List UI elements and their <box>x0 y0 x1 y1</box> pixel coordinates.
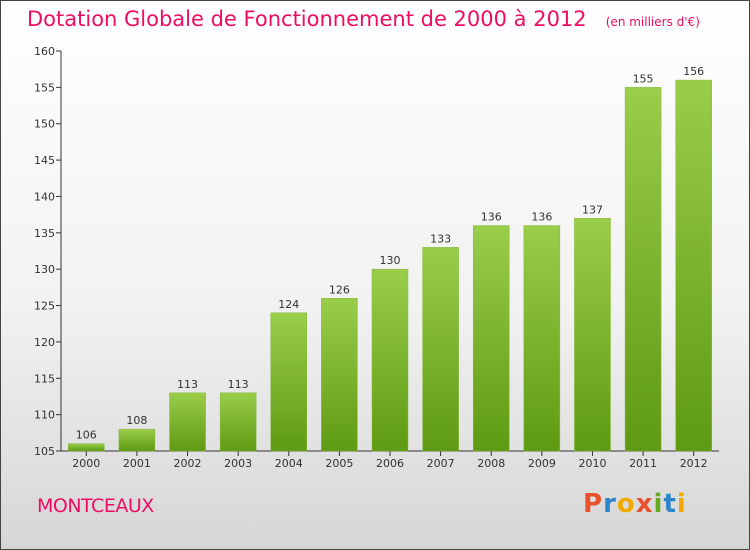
y-tick-label: 125 <box>34 300 55 313</box>
bar <box>270 312 308 452</box>
y-tick-label: 135 <box>34 227 55 240</box>
commune-name: MONTCEAUX <box>37 495 154 517</box>
x-tick-label: 2005 <box>325 457 353 470</box>
x-tick-label: 2011 <box>629 457 657 470</box>
logo-letter: x <box>635 489 654 519</box>
bar <box>422 247 459 452</box>
title-row: Dotation Globale de Fonctionnement de 20… <box>27 7 700 31</box>
bar <box>219 392 257 452</box>
y-tick-label: 110 <box>34 409 55 422</box>
data-label: 106 <box>76 429 97 442</box>
x-tick-label: 2003 <box>224 457 252 470</box>
data-label: 155 <box>633 72 654 85</box>
chart-labels: 106 2000 108 2001 113 2002 113 2003 124 2004 126 20… <box>72 65 707 470</box>
chart-title: Dotation Globale de Fonctionnement de 20… <box>27 7 587 31</box>
bar <box>68 443 105 452</box>
bar <box>523 225 561 452</box>
logo-letter: o <box>616 489 636 519</box>
data-label: 136 <box>481 211 502 224</box>
data-label: 126 <box>329 283 350 296</box>
x-tick-label: 2008 <box>477 457 505 470</box>
chart-axes: 105 110 115 120 125 130 135 140 145 150 155 160 <box>34 45 719 458</box>
x-tick-label: 2001 <box>123 457 151 470</box>
x-tick-label: 2010 <box>578 457 606 470</box>
y-tick-label: 150 <box>34 118 55 131</box>
y-tick-label: 160 <box>34 45 55 58</box>
data-label: 124 <box>278 298 299 311</box>
x-tick-label: 2000 <box>72 457 100 470</box>
logo-letter: r <box>603 489 617 519</box>
y-tick-label: 140 <box>34 190 55 203</box>
bar <box>321 298 358 452</box>
data-label: 133 <box>430 232 451 245</box>
bar <box>574 218 611 452</box>
x-tick-label: 2012 <box>680 457 708 470</box>
bar <box>472 225 510 452</box>
bar <box>675 79 712 452</box>
logo-letter: i <box>653 489 664 519</box>
data-label: 113 <box>228 378 249 391</box>
x-tick-label: 2004 <box>275 457 303 470</box>
x-tick-label: 2009 <box>528 457 556 470</box>
data-label: 137 <box>582 203 603 216</box>
bar <box>624 87 662 452</box>
data-label: 136 <box>531 211 552 224</box>
data-label: 130 <box>380 254 401 267</box>
data-label: 108 <box>126 414 147 427</box>
x-tick-label: 2002 <box>174 457 202 470</box>
y-tick-label: 155 <box>34 81 55 94</box>
x-tick-label: 2006 <box>376 457 404 470</box>
bar <box>169 392 206 452</box>
bar <box>118 428 156 452</box>
data-label: 113 <box>177 378 198 391</box>
data-label: 156 <box>683 65 704 78</box>
y-tick-label: 120 <box>34 336 55 349</box>
chart-unit-note: (en milliers d'€) <box>605 15 700 29</box>
x-tick-label: 2007 <box>427 457 455 470</box>
logo-letter: t <box>663 489 677 519</box>
chart-bars <box>68 79 712 452</box>
y-tick-label: 115 <box>34 372 55 385</box>
bar <box>371 268 409 452</box>
logo-letter: i <box>676 489 687 519</box>
y-tick-label: 145 <box>34 154 55 167</box>
y-tick-label: 105 <box>34 445 55 458</box>
logo-letter: P <box>583 489 604 519</box>
proxiti-logo: Proxiti <box>583 489 687 519</box>
y-tick-label: 130 <box>34 263 55 276</box>
